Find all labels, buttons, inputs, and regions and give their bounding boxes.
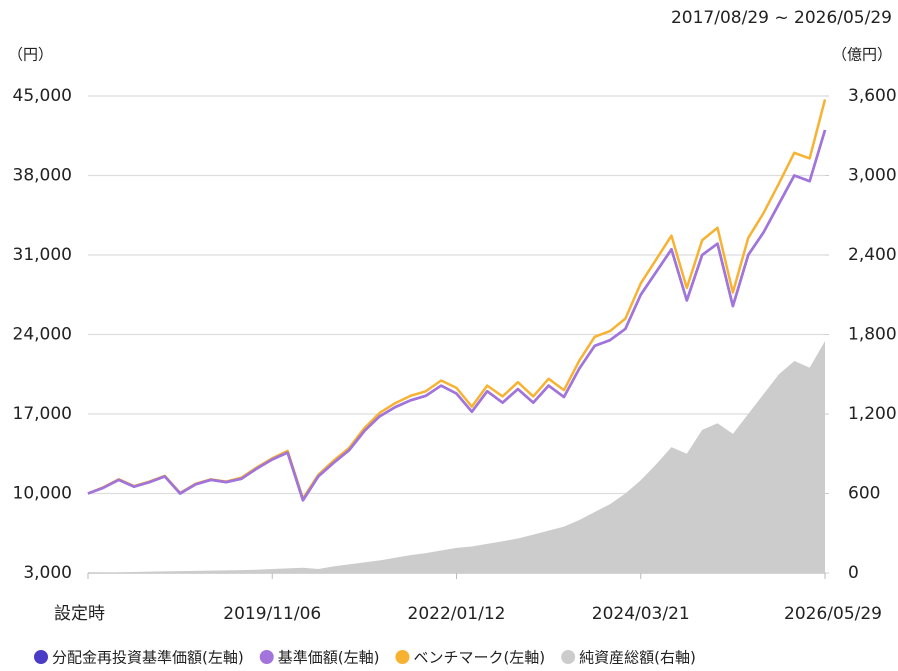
y2-tick-label: 1,800	[848, 325, 897, 345]
y2-tick-label: 3,000	[848, 166, 897, 186]
area	[88, 341, 825, 573]
y-tick-label: 38,000	[13, 166, 72, 186]
y2-tick-label: 2,400	[848, 245, 897, 265]
y2-tick-label: 0	[848, 563, 859, 583]
legend-label: 基準価額(左軸)	[278, 649, 380, 667]
legend-label: 純資産総額(右軸)	[579, 649, 696, 667]
y2-tick-label: 600	[848, 484, 880, 504]
legend-label: 分配金再投資基準価額(左軸)	[52, 649, 244, 667]
x-tick-label: 2024/03/21	[592, 604, 690, 624]
x-tick-label: 設定時	[54, 604, 105, 624]
y2-tick-label: 3,600	[848, 86, 897, 106]
date-range: 2017/08/29 ~ 2026/05/29	[671, 8, 892, 28]
y-unit: （円）	[8, 46, 53, 64]
x-tick-label: 2026/05/29	[784, 604, 882, 624]
y-tick-label: 17,000	[13, 404, 72, 424]
x-tick-label: 2019/11/06	[223, 604, 321, 624]
legend-marker	[561, 650, 576, 664]
y-tick-label: 10,000	[13, 484, 72, 504]
y-tick-label: 31,000	[13, 245, 72, 265]
legend-marker	[395, 650, 410, 664]
y-tick-label: 3,000	[23, 563, 72, 583]
y2-unit: （億円）	[832, 46, 892, 64]
y-tick-label: 24,000	[13, 325, 72, 345]
legend-marker	[34, 650, 48, 664]
y2-tick-label: 1,200	[848, 404, 897, 424]
legend-label: ベンチマーク(左軸)	[413, 649, 545, 667]
line	[87, 129, 827, 502]
x-tick-label: 2022/01/12	[408, 604, 506, 624]
y-tick-label: 45,000	[13, 86, 72, 106]
legend-marker	[259, 650, 274, 664]
